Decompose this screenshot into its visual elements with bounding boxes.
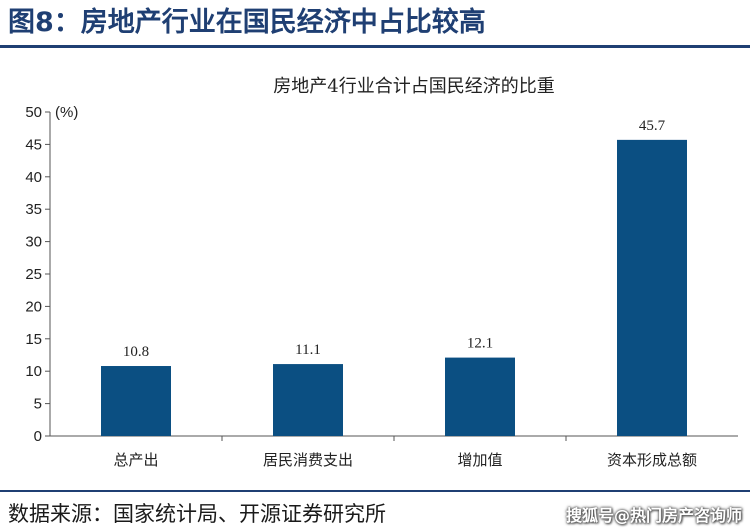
bar xyxy=(617,139,687,436)
y-tick-label: 30 xyxy=(25,234,42,251)
bar xyxy=(101,366,171,436)
bottom-rule xyxy=(0,490,750,492)
bar xyxy=(445,357,515,436)
category-label: 居民消费支出 xyxy=(263,451,353,469)
y-tick-label: 50 xyxy=(25,104,42,121)
y-tick-label: 15 xyxy=(25,331,42,348)
y-tick-label: 40 xyxy=(25,169,42,186)
y-axis-unit-label: (%) xyxy=(55,104,78,121)
y-tick-label: 35 xyxy=(25,201,42,218)
top-rule xyxy=(0,45,750,48)
bar xyxy=(273,364,343,436)
chart-title: 房地产4行业合计占国民经济的比重 xyxy=(273,76,554,97)
category-label: 资本形成总额 xyxy=(607,451,697,469)
category-label: 总产出 xyxy=(113,451,158,469)
y-tick-label: 20 xyxy=(25,298,42,315)
bar-value-label: 45.7 xyxy=(639,118,666,134)
bar-value-label: 10.8 xyxy=(123,344,149,360)
source-note: 数据来源：国家统计局、开源证券研究所 xyxy=(8,502,386,526)
bar-value-label: 11.1 xyxy=(295,342,321,358)
bar-value-label: 12.1 xyxy=(467,336,493,352)
bars-group: 10.8 总产出 11.1 居民消费支出 12.1 增加值 45.7 资本形成总额 xyxy=(101,118,697,469)
bar-chart: 房地产4行业合计占国民经济的比重 (%) 0 5 10 15 20 25 30 35 40 45 5… xyxy=(25,76,738,469)
y-tick-label: 10 xyxy=(25,363,42,380)
y-tick-label: 0 xyxy=(34,428,42,445)
figure-title: 图8：房地产行业在国民经济中占比较高 xyxy=(8,7,486,38)
y-tick-label: 25 xyxy=(25,266,42,283)
category-label: 增加值 xyxy=(457,451,502,469)
y-tick-label: 45 xyxy=(25,136,42,153)
y-tick-label: 5 xyxy=(34,396,42,413)
watermark: 搜狐号@热门房产咨询师 xyxy=(565,506,742,525)
